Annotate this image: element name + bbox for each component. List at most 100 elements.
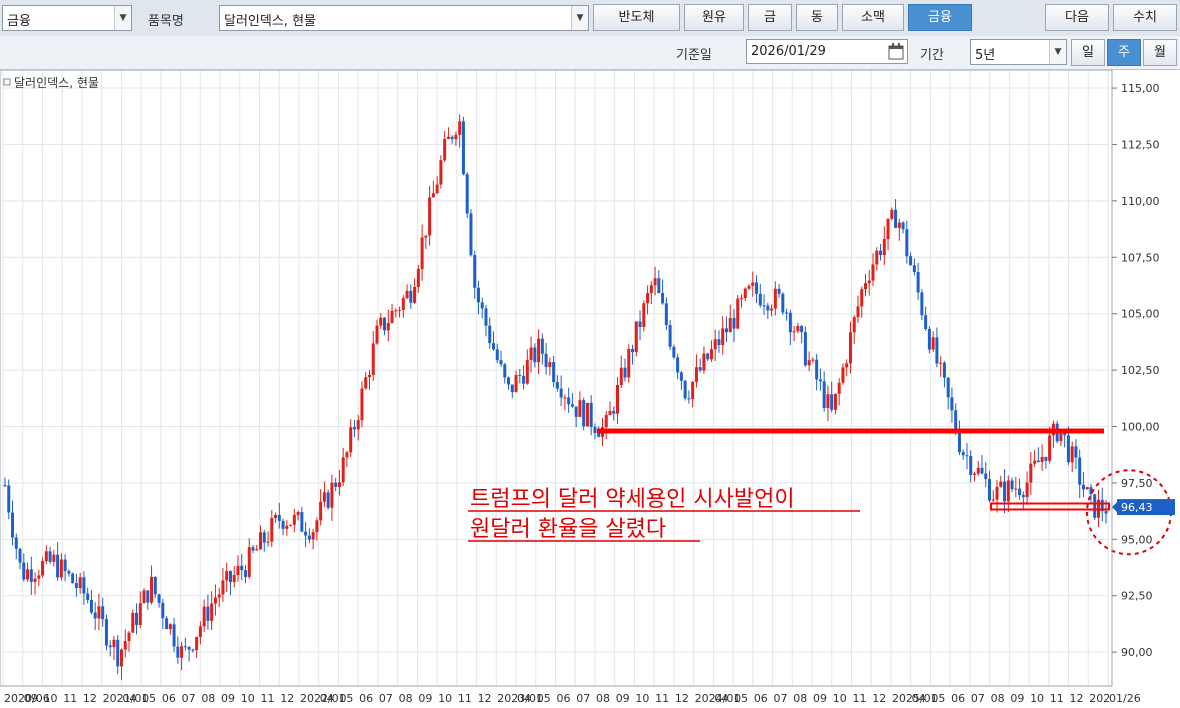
candle-body — [428, 197, 432, 236]
candle-body — [694, 367, 698, 383]
x-tick-label: 2024/01 — [695, 692, 741, 705]
candle-body — [811, 359, 815, 361]
x-tick-label: 12 — [1070, 692, 1084, 705]
base-date-input[interactable]: 2026/01/29 — [746, 39, 908, 64]
item-name-select[interactable]: 달러인덱스, 현물 ▼ — [219, 5, 589, 31]
candle-body — [852, 317, 856, 333]
candle-body — [1044, 456, 1048, 461]
figures-button[interactable]: 수치 — [1113, 4, 1177, 31]
candle-body — [848, 332, 852, 364]
candle-body — [63, 559, 67, 572]
candle-body — [687, 398, 691, 400]
candle-body — [544, 353, 548, 367]
category-select[interactable]: 금융 ▼ — [2, 5, 132, 31]
candle-body — [882, 239, 886, 256]
candle-body — [157, 594, 161, 603]
chart-grid — [2, 70, 1110, 686]
interval-button-week[interactable]: 주 — [1107, 39, 1141, 66]
candle-body — [285, 525, 289, 529]
candle-body — [101, 606, 105, 620]
candle-body — [405, 290, 409, 299]
candle-body — [232, 575, 236, 583]
category-button-gold[interactable]: 금 — [748, 4, 792, 31]
candle-body — [905, 229, 909, 257]
candle-body — [845, 363, 849, 368]
candle-body — [26, 569, 30, 580]
category-button-crude-oil[interactable]: 원유 — [684, 4, 744, 31]
candle-body — [751, 282, 755, 286]
candle-body — [803, 332, 807, 366]
candle-body — [616, 385, 620, 414]
x-tick-label: 12 — [280, 692, 294, 705]
candle-body — [292, 514, 296, 525]
candle-body — [195, 637, 199, 651]
candle-body — [435, 184, 439, 194]
category-button-finance[interactable]: 금융 — [908, 4, 972, 31]
candle-body — [939, 362, 943, 364]
candle-body — [668, 325, 672, 347]
candle-body — [980, 467, 984, 474]
calendar-icon[interactable] — [887, 42, 905, 61]
candle-body — [18, 548, 22, 563]
candle-body — [29, 569, 33, 582]
candle-body — [1036, 460, 1040, 463]
next-button[interactable]: 다음 — [1045, 4, 1109, 31]
x-tick-label: 09 — [1010, 692, 1024, 705]
candle-body — [439, 160, 443, 185]
candle-body — [777, 288, 781, 294]
candle-body — [150, 576, 154, 603]
category-button-copper[interactable]: 동 — [796, 4, 838, 31]
annotation-text: 원달러 환율을 살렸다 — [470, 517, 666, 542]
x-tick-label: 07 — [971, 692, 985, 705]
candle-body — [398, 309, 402, 311]
candle-body — [1100, 499, 1104, 512]
x-tick-label: 11 — [1050, 692, 1064, 705]
candle-body — [758, 293, 762, 306]
candle-body — [1089, 487, 1093, 495]
category-button-semiconductor[interactable]: 반도체 — [593, 4, 680, 31]
candle-body — [59, 559, 63, 578]
candle-body — [33, 578, 37, 582]
category-button-wheat[interactable]: 소맥 — [842, 4, 904, 31]
candle-body — [931, 337, 935, 350]
candle-body — [721, 328, 725, 346]
candle-body — [612, 410, 616, 414]
candle-body — [1029, 463, 1033, 483]
candle-body — [71, 573, 75, 584]
candle-body — [503, 364, 507, 378]
x-tick-label: 07 — [774, 692, 788, 705]
candle-body — [957, 432, 961, 453]
period-select[interactable]: 5년 ▼ — [970, 39, 1067, 65]
candle-body — [706, 353, 710, 360]
x-tick-label: 10 — [241, 692, 255, 705]
candle-body — [394, 310, 398, 312]
candle-body — [210, 603, 214, 621]
candle-body — [217, 594, 221, 598]
candle-body — [830, 394, 834, 410]
candle-body — [127, 632, 131, 642]
plot-frame — [0, 70, 1113, 687]
candle-body — [920, 292, 924, 316]
y-tick-label: 115,00 — [1121, 82, 1160, 95]
x-tick-label: 06 — [951, 692, 965, 705]
candle-body — [649, 285, 653, 294]
candle-body — [165, 618, 169, 630]
candle-body — [653, 278, 657, 286]
interval-button-day[interactable]: 일 — [1071, 39, 1105, 66]
x-tick-label: 2025/01 — [892, 692, 938, 705]
candle-body — [322, 492, 326, 502]
candle-body — [1066, 435, 1070, 463]
candle-body — [1010, 480, 1014, 490]
candle-body — [529, 347, 533, 360]
candle-body — [1104, 511, 1108, 514]
x-tick-label: 04 — [517, 692, 531, 705]
x-tick-label: 10 — [833, 692, 847, 705]
candle-body — [93, 612, 97, 619]
candle-body — [976, 467, 980, 474]
candle-body — [270, 518, 274, 542]
interval-button-month[interactable]: 월 — [1143, 39, 1177, 66]
candle-body — [371, 343, 375, 375]
candle-body — [499, 360, 503, 365]
x-tick-label: 06 — [754, 692, 768, 705]
